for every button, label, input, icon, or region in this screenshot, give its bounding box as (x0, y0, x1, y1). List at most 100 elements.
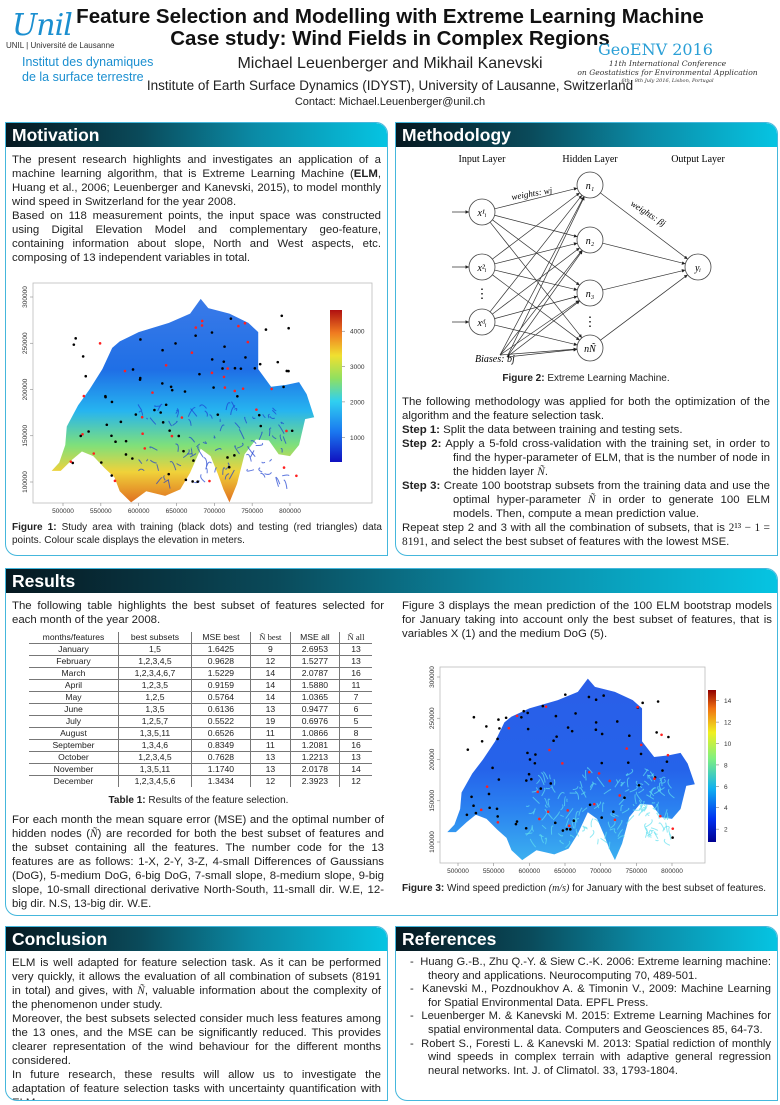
math-n-tilde: Ñ (90, 828, 98, 840)
table-cell: 1,3,5,11 (117, 763, 192, 777)
methodology-title: Methodology (396, 123, 777, 147)
input-node-label: xᵈᵢ (476, 318, 487, 329)
table-row: July 1,2,5,7 0.5522 19 0.6976 5 (29, 715, 372, 729)
hidden-layer-label: Hidden Layer (562, 154, 618, 165)
table-cell: 13 (249, 751, 291, 765)
table-cell: 0.9159 (190, 679, 251, 693)
connection-arrow (600, 192, 688, 260)
table-cell: 19 (249, 715, 291, 729)
connection-arrow (499, 196, 585, 356)
caption-label: Figure 2: (502, 373, 545, 384)
table-cell: 1,3,5,11 (117, 727, 192, 741)
table-cell: 11 (338, 679, 372, 693)
reference-item: - Huang G.-B., Zhu Q.-Y. & Siew C.-K. 20… (410, 956, 771, 982)
conference-logo-subtitle: 11th International Conference on Geostati… (555, 59, 780, 77)
conclusion-paragraph-2: Moreover, the best subsets selected cons… (12, 1013, 381, 1067)
caption-text: for January with the best subset of feat… (569, 883, 767, 894)
connection-arrow (499, 250, 583, 356)
feature-selection-table: months/features best subsets MSE best Ñ bes… (29, 632, 372, 788)
connection-arrow (494, 295, 578, 319)
step-label: Step 2: (402, 438, 442, 450)
table-cell: 9 (249, 643, 291, 657)
step-2: Step 2: Apply a 5-fold cross-validation … (402, 437, 770, 479)
table-cell: 13 (249, 703, 291, 717)
connection-arrow (602, 242, 686, 265)
elm-network-diagram: Input Layer Hidden Layer Output Layer we… (452, 154, 725, 365)
methodology-outro: Repeat step 2 and 3 with all the combina… (402, 521, 770, 549)
institute-logo-text: Institut des dynamiques de la surface ter… (22, 55, 153, 85)
table-cell: 1,5 (117, 643, 192, 657)
table-row: April 1,2,3,5 0.9159 14 1.5880 11 (29, 679, 372, 693)
table-row: June 1,3,5 0.6136 13 0.9477 6 (29, 703, 372, 717)
table-cell: October (29, 751, 119, 765)
caption-text: Extreme Learning Machine. (544, 373, 670, 384)
table-cell: 13 (338, 751, 372, 765)
table-cell: 1.5277 (289, 655, 340, 669)
table-cell: 1.1740 (190, 763, 251, 777)
text: ) are recorded for both the best subset … (12, 828, 384, 910)
table-cell: 1,2,5,7 (117, 715, 192, 729)
figure-3-caption: Figure 3: Wind speed prediction (m/s) fo… (402, 882, 772, 895)
table-cell: 14 (249, 679, 291, 693)
table-cell: 1.2081 (289, 739, 340, 753)
table-cell: 0.5522 (190, 715, 251, 729)
connection-arrow (602, 269, 686, 291)
text: ELM is well adapted for feature selectio… (12, 957, 381, 997)
math-n-tilde: Ñ (137, 985, 145, 997)
column-header: months/features (29, 632, 119, 645)
output-node-label: yᵢ (694, 263, 701, 274)
connection-arrow (494, 269, 578, 291)
input-ellipsis: ⋮ (476, 286, 489, 301)
reference-text: Kanevski M., Pozdnoukhov A. & Timonin V.… (422, 983, 771, 1009)
reference-text: Robert S., Foresti L. & Kanevski M. 2013… (421, 1037, 771, 1077)
step-text: in order to generate 100 ELM models. The… (453, 494, 770, 520)
step-text: Split the data between training and test… (439, 424, 683, 436)
text: Repeat step 2 and 3 with all the combina… (402, 522, 729, 534)
connection-arrow (494, 187, 578, 210)
motivation-section: Motivation The present research highligh… (5, 122, 388, 556)
input-node: x²ᵢ (468, 253, 496, 281)
connection-arrow (492, 247, 580, 315)
table-cell: February (29, 655, 119, 669)
connection-arrow (499, 347, 578, 356)
step-3: Step 3: Create 100 bootstrap subsets fro… (402, 479, 770, 521)
unil-logo: Unil (12, 8, 73, 43)
table-cell: 2.3923 (289, 775, 340, 788)
table-cell: 12 (249, 775, 291, 788)
step-1: Step 1: Split the data between training … (402, 423, 770, 437)
table-cell: December (29, 775, 119, 788)
reference-item: - Leuenberger M. & Kanevski M. 2015: Ext… (410, 1010, 771, 1036)
results-intro: The following table highlights the best … (12, 600, 384, 626)
table-cell: 1.0866 (289, 727, 340, 741)
contact[interactable]: Contact: Michael.Leuenberger@unil.ch (294, 96, 486, 108)
table-cell: 1,2,3,4,5 (117, 751, 192, 765)
caption-label: Table 1: (108, 795, 146, 806)
output-node: yᵢ (684, 253, 712, 281)
step-label: Step 1: (402, 424, 440, 436)
hidden-node: n₃ (576, 279, 604, 307)
table-cell: 1,2,3,4,5 (117, 655, 192, 669)
conference-dates: 6th - 8th July 2016, Lisbon, Portugal (621, 78, 714, 84)
results-title: Results (6, 569, 777, 593)
connection-arrow (499, 300, 580, 356)
hidden-node: n₁ (576, 171, 604, 199)
table-cell: 8 (338, 727, 372, 741)
table-cell: 14 (249, 667, 291, 681)
table-row: February 1,2,3,4,5 0.9628 12 1.5277 13 (29, 655, 372, 669)
motivation-paragraph-2: Based on 118 measurement points, the inp… (12, 210, 381, 264)
conclusion-section: Conclusion ELM is well adapted for featu… (5, 926, 388, 1101)
table-cell: 1.5229 (190, 667, 251, 681)
table-1-caption: Table 1: Results of the feature selectio… (6, 794, 391, 807)
table-cell: 1.5880 (289, 679, 340, 693)
hidden-node: n₂ (576, 226, 604, 254)
column-header: MSE all (289, 632, 340, 645)
column-header: MSE best (190, 632, 251, 645)
table-row: January 1,5 1.6425 9 2.6953 13 (29, 643, 372, 657)
table-cell: March (29, 667, 119, 681)
conclusion-title: Conclusion (6, 927, 387, 951)
reference-text: Huang G.-B., Zhu Q.-Y. & Siew C.-K. 2006… (420, 956, 771, 982)
table-row: October 1,2,3,4,5 0.7628 13 1.2213 13 (29, 751, 372, 765)
table-cell: 13 (338, 643, 372, 657)
connection-arrow (492, 192, 580, 260)
table-cell: September (29, 739, 119, 753)
